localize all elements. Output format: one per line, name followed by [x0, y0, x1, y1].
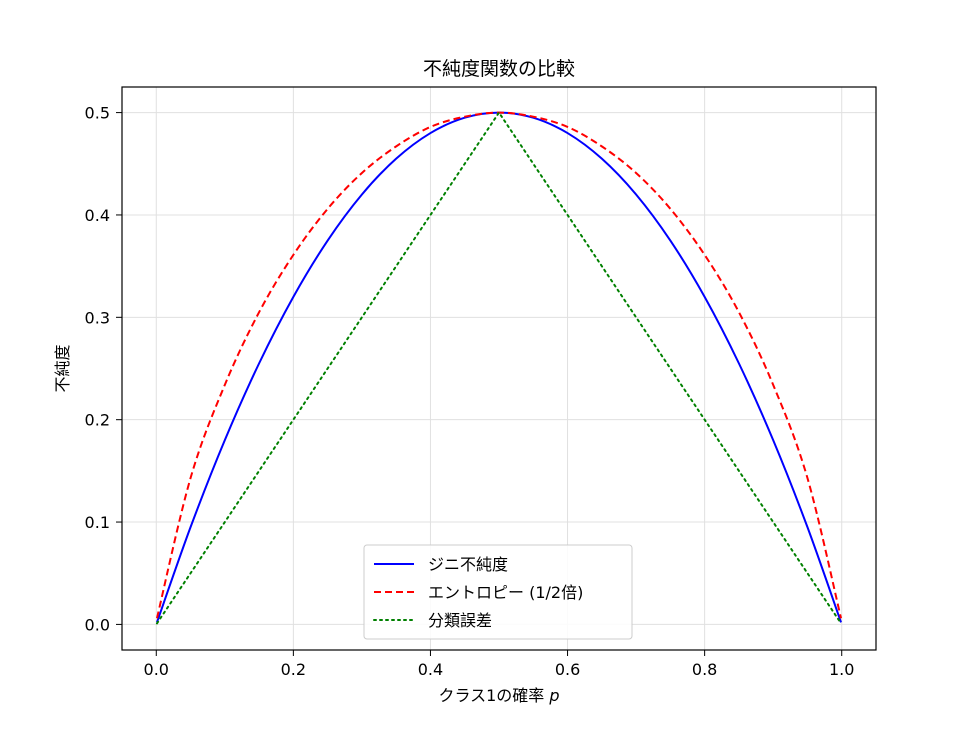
y-tick-label: 0.4	[85, 206, 110, 225]
series-line-2	[155, 111, 843, 619]
y-tick-label: 0.2	[85, 411, 110, 430]
x-tick-label: 1.0	[829, 660, 854, 679]
chart-title: 不純度関数の比較	[423, 58, 575, 80]
plot-frame	[121, 86, 877, 651]
x-tick-label: 0.2	[281, 660, 306, 679]
x-tick-label: 0.0	[144, 660, 169, 679]
legend-label-2: エントロピー (1/2倍)	[428, 583, 583, 602]
x-tick-label: 0.4	[418, 660, 443, 679]
x-axis-title-text: クラス1の確率	[438, 686, 544, 705]
series-line-3	[155, 111, 843, 625]
axis-ticks: 0.0 0.2 0.4 0.6 0.8 1.0 0.0 0.1 0.2 0.3 0.4 0.5	[85, 104, 855, 679]
legend-label-1: ジニ不純度	[428, 555, 508, 574]
legend-label-3: 分類誤差	[428, 611, 492, 630]
x-tick-label: 0.6	[555, 660, 580, 679]
grid-lines	[122, 87, 876, 650]
x-axis-title: クラス1の確率 p	[438, 686, 559, 705]
x-axis-variable: p	[548, 686, 559, 705]
series-lines	[155, 111, 843, 625]
y-tick-label: 0.5	[85, 104, 110, 123]
legend-box	[363, 544, 633, 640]
y-tick-label: 0.3	[85, 308, 110, 327]
y-axis-title: 不純度	[53, 344, 72, 392]
y-tick-label: 0.1	[85, 513, 110, 532]
x-tick-label: 0.8	[692, 660, 717, 679]
y-tick-label: 0.0	[85, 615, 110, 634]
